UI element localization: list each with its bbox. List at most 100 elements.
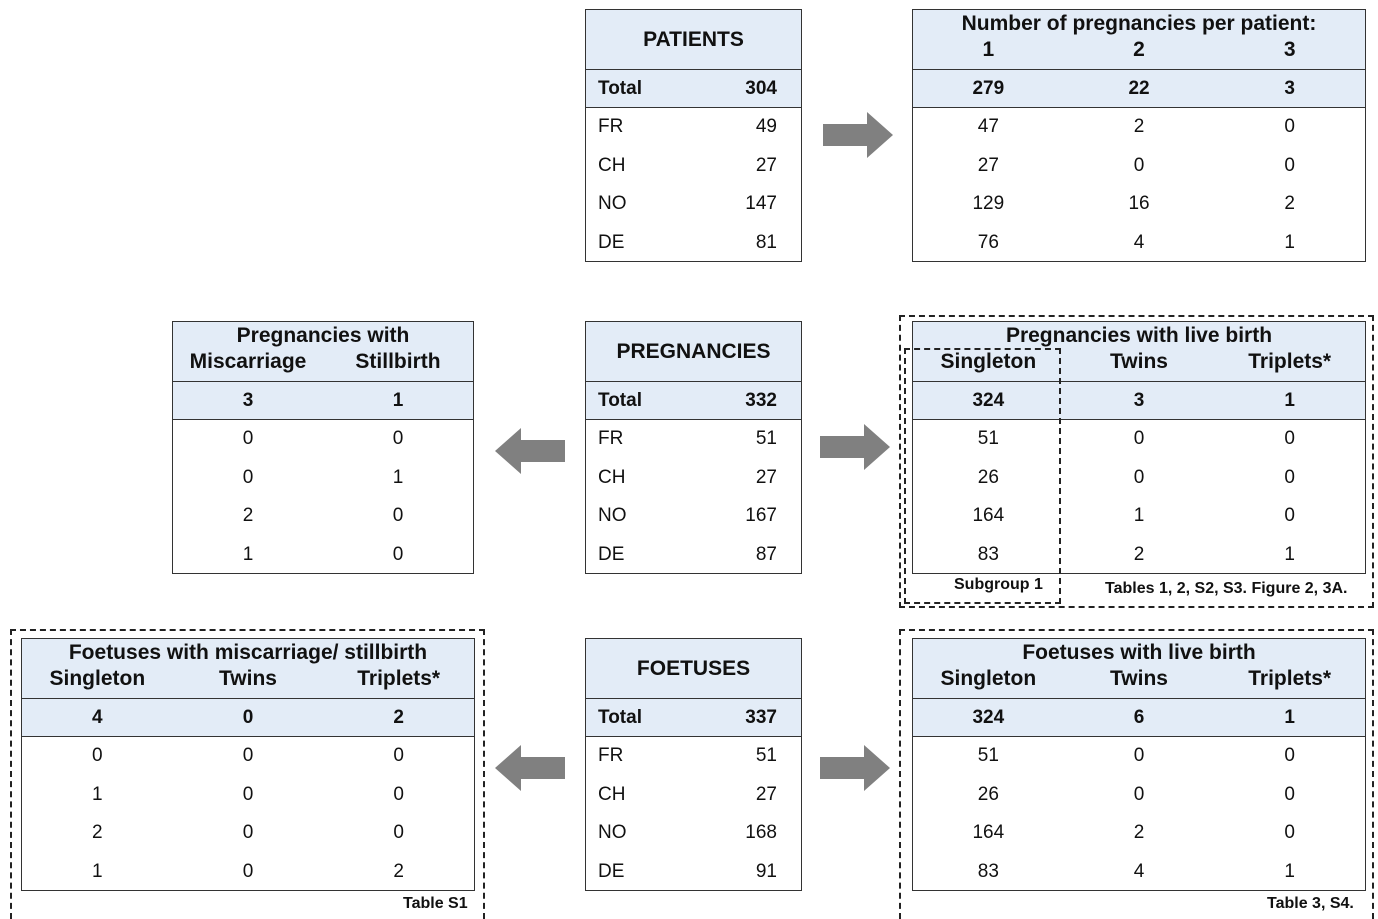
table-row: 26 0 0 bbox=[913, 459, 1365, 498]
pregnancies-title: PREGNANCIES bbox=[616, 339, 771, 363]
total-value: 1 bbox=[1284, 706, 1295, 728]
total-row: 4 0 2 bbox=[22, 699, 474, 737]
cell-value: 4 bbox=[1133, 231, 1145, 253]
column-header: Singleton bbox=[49, 667, 146, 690]
cell-value: 4 bbox=[1133, 860, 1145, 882]
foetus-live-birth-header: Foetuses with live birth Singleton Twins… bbox=[913, 639, 1365, 699]
count-value: 91 bbox=[755, 860, 777, 882]
table-row: 51 0 0 bbox=[913, 737, 1365, 776]
foetus-loss-table: Foetuses with miscarriage/ stillbirth Si… bbox=[21, 638, 475, 891]
cell-value: 76 bbox=[977, 231, 999, 253]
cell-value: 1 bbox=[1284, 231, 1295, 253]
cell-value: 1 bbox=[1284, 860, 1295, 882]
country-label: FR bbox=[598, 745, 624, 767]
count-value: 27 bbox=[755, 466, 777, 488]
cell-value: 0 bbox=[1284, 505, 1295, 527]
foetus-live-birth-frame bbox=[899, 629, 1374, 919]
foetuses-total-row: Total 337 bbox=[586, 699, 801, 737]
pregnancies-total-row: Total 332 bbox=[586, 382, 801, 420]
total-value: 2 bbox=[393, 706, 404, 728]
column-header: 3 bbox=[1283, 38, 1296, 61]
cell-value: 0 bbox=[1284, 428, 1295, 450]
total-value: 337 bbox=[745, 706, 777, 728]
count-value: 27 bbox=[755, 154, 777, 176]
cell-value: 164 bbox=[972, 822, 1005, 844]
total-value: 304 bbox=[745, 77, 777, 99]
cell-value: 0 bbox=[392, 543, 404, 565]
table-row: 164 1 0 bbox=[913, 497, 1365, 536]
column-header: Miscarriage bbox=[189, 350, 307, 373]
table-row: FR 51 bbox=[586, 737, 801, 776]
cell-value: 83 bbox=[977, 543, 999, 565]
country-label: CH bbox=[598, 154, 626, 176]
table-row: 1 0 0 bbox=[22, 776, 474, 815]
country-label: FR bbox=[598, 116, 624, 138]
patients-title: PATIENTS bbox=[643, 27, 744, 51]
cell-value: 0 bbox=[392, 428, 404, 450]
column-header: 1 bbox=[982, 38, 995, 61]
total-label: Total bbox=[598, 77, 642, 99]
foetuses-title: FOETUSES bbox=[636, 656, 751, 680]
cell-value: 0 bbox=[1284, 154, 1295, 176]
total-value: 4 bbox=[92, 706, 103, 728]
country-label: NO bbox=[598, 193, 627, 215]
table-row: 26 0 0 bbox=[913, 776, 1365, 815]
total-value: 1 bbox=[392, 389, 404, 411]
pregnancies-per-patient-header: Number of pregnancies per patient: 1 2 3 bbox=[913, 10, 1365, 70]
total-value: 1 bbox=[1284, 389, 1295, 411]
arrow-right-icon bbox=[820, 745, 890, 791]
cell-value: 1 bbox=[92, 860, 103, 882]
total-value: 0 bbox=[242, 706, 254, 728]
cell-value: 0 bbox=[393, 783, 404, 805]
foetus-live-birth-table: Foetuses with live birth Singleton Twins… bbox=[912, 638, 1366, 891]
cell-value: 2 bbox=[1133, 822, 1145, 844]
count-value: 168 bbox=[745, 822, 777, 844]
count-value: 87 bbox=[755, 543, 777, 565]
total-value: 324 bbox=[972, 706, 1005, 728]
cell-value: 0 bbox=[1284, 822, 1295, 844]
total-label: Total bbox=[598, 389, 642, 411]
foetus-loss-title: Foetuses with miscarriage/ stillbirth bbox=[68, 641, 428, 664]
cell-value: 0 bbox=[242, 428, 254, 450]
cell-value: 2 bbox=[1133, 116, 1145, 138]
table-row: 1 0 2 bbox=[22, 853, 474, 892]
cell-value: 0 bbox=[1284, 116, 1295, 138]
total-value: 279 bbox=[972, 77, 1005, 99]
cell-value: 1 bbox=[392, 466, 404, 488]
total-value: 3 bbox=[242, 389, 254, 411]
cell-value: 83 bbox=[977, 860, 999, 882]
table-row: DE 91 bbox=[586, 853, 801, 892]
country-label: DE bbox=[598, 231, 625, 253]
pregnancy-live-birth-table: Pregnancies with live birth Singleton Tw… bbox=[912, 321, 1366, 574]
cell-value: 1 bbox=[1133, 505, 1145, 527]
cell-value: 0 bbox=[1133, 428, 1145, 450]
foetus-live-birth-title: Foetuses with live birth bbox=[1022, 641, 1256, 664]
total-value: 3 bbox=[1284, 77, 1295, 99]
cell-value: 1 bbox=[92, 783, 103, 805]
cell-value: 0 bbox=[92, 745, 103, 767]
table-row: NO 168 bbox=[586, 814, 801, 853]
table-row: 129 16 2 bbox=[913, 185, 1365, 224]
foetus-loss-frame bbox=[10, 629, 485, 919]
cell-value: 0 bbox=[242, 860, 254, 882]
pregnancy-live-birth-reference: Tables 1, 2, S2, S3. Figure 2, 3A. bbox=[1105, 580, 1348, 597]
cell-value: 2 bbox=[1284, 193, 1295, 215]
cell-value: 0 bbox=[1133, 154, 1145, 176]
patients-table: PATIENTS Total 304 FR 49 CH 27 NO 147 DE 81 bbox=[585, 9, 802, 262]
column-header: Triplets* bbox=[357, 667, 441, 690]
column-header: Triplets* bbox=[1248, 667, 1332, 690]
column-header: Singleton bbox=[940, 350, 1037, 373]
pregnancy-live-birth-title: Pregnancies with live birth bbox=[1005, 324, 1273, 347]
count-value: 27 bbox=[755, 783, 777, 805]
cell-value: 0 bbox=[242, 822, 254, 844]
cell-value: 0 bbox=[393, 745, 404, 767]
foetus-live-birth-reference: Table 3, S4. bbox=[1267, 895, 1354, 912]
count-value: 51 bbox=[755, 745, 777, 767]
table-row: CH 27 bbox=[586, 147, 801, 186]
total-label: Total bbox=[598, 706, 642, 728]
table-row: 83 2 1 bbox=[913, 536, 1365, 575]
cell-value: 164 bbox=[972, 505, 1005, 527]
